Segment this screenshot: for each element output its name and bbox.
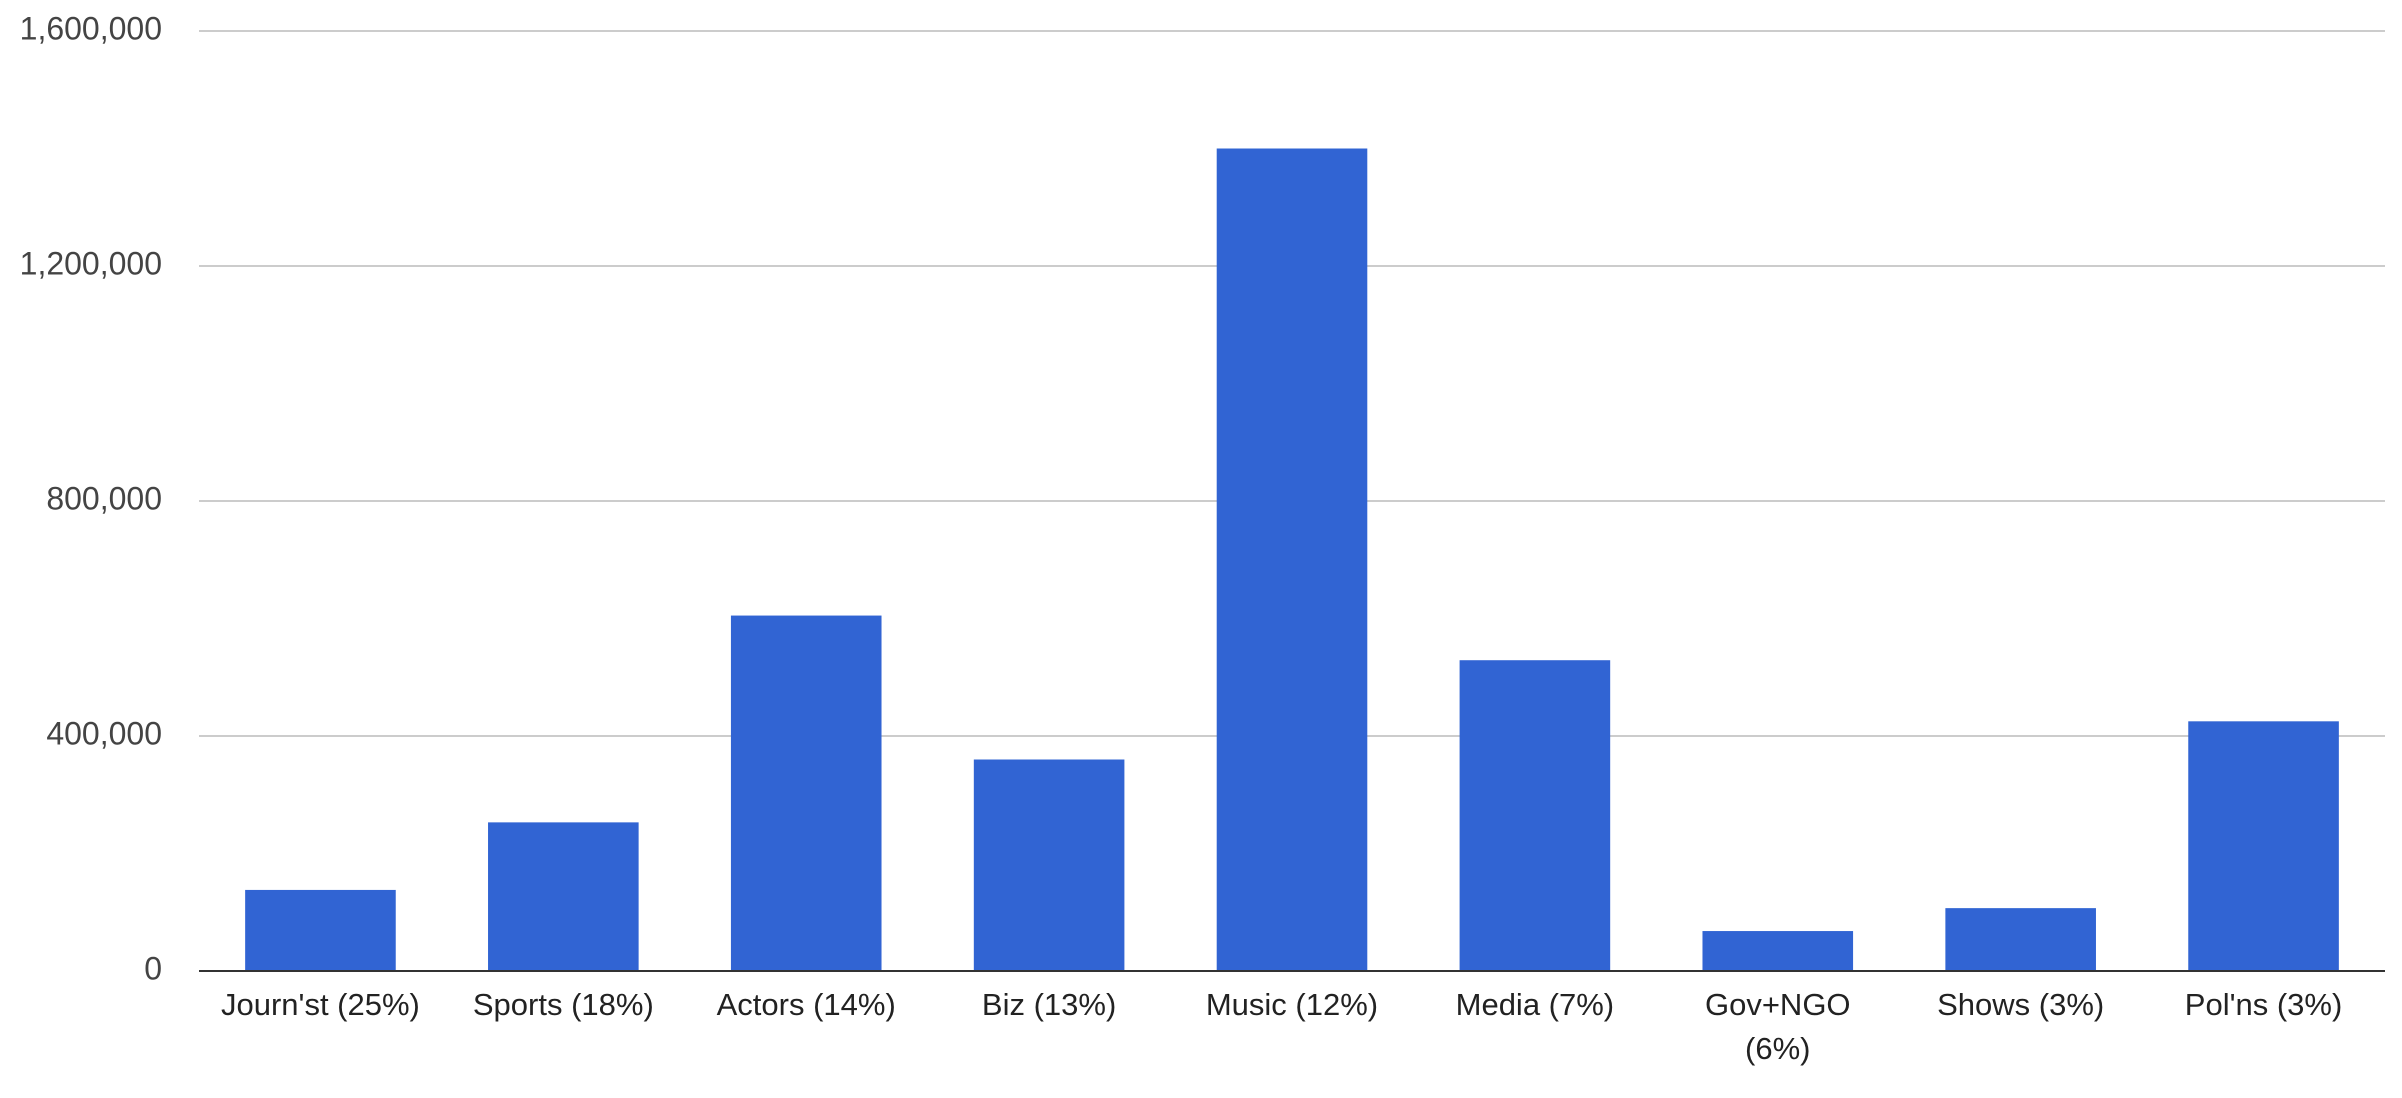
bar [1459,660,1611,971]
x-tick-label: Media (7%) [1455,987,1615,1022]
x-tick-label: Actors (14%) [716,987,896,1022]
bar [1702,931,1854,971]
x-tick-label: Pol'ns (3%) [2184,987,2343,1022]
bar [730,615,882,971]
y-tick-label: 0 [144,950,162,986]
bar [245,889,396,971]
x-tick-label: Gov+NGO (6%) [1704,987,1851,1066]
bar [1216,148,1368,971]
bar [488,822,639,971]
y-tick-label: 1,200,000 [20,245,162,281]
x-tick-label: Music (12%) [1205,987,1379,1022]
x-tick-label: Journ'st (25%) [220,987,420,1022]
bar [1945,908,2096,971]
bar [2188,721,2339,971]
x-tick-label: Sports (18%) [472,987,654,1022]
x-tick-label: Biz (13%) [981,987,1117,1022]
y-tick-label: 800,000 [46,480,162,516]
y-tick-label: 400,000 [46,715,162,751]
x-tick-label: Shows (3%) [1937,987,2105,1022]
bar [973,759,1125,971]
y-tick-label: 1,600,000 [20,10,162,46]
